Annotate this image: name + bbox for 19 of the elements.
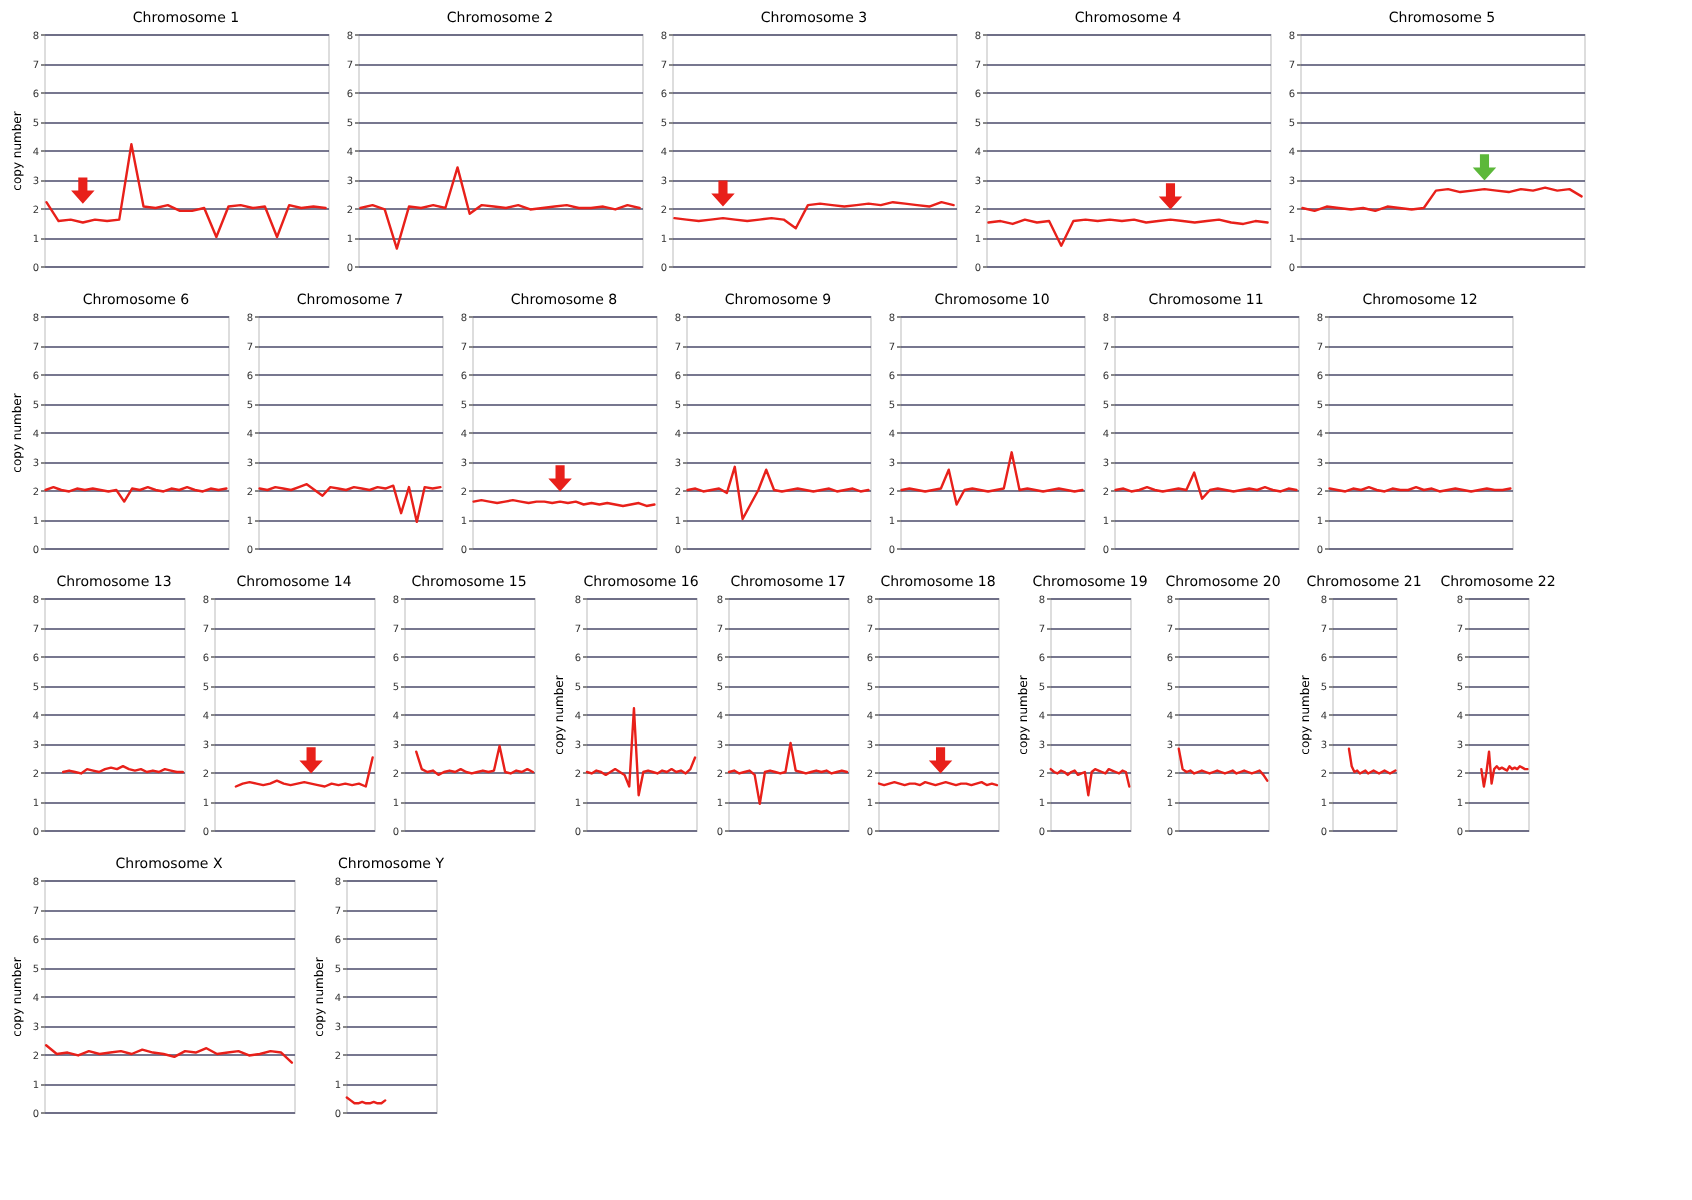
line-series [258, 483, 442, 524]
line-series [44, 1044, 294, 1064]
line-series [234, 756, 374, 788]
line-series [1114, 471, 1298, 500]
line-series [359, 166, 641, 250]
line-series [585, 707, 697, 797]
line-series [987, 218, 1269, 247]
line-series [1301, 186, 1583, 213]
line-series [415, 744, 535, 777]
line-series [1177, 747, 1269, 782]
line-series [900, 451, 1084, 506]
line-series [44, 485, 228, 503]
line-series [673, 201, 955, 230]
line-series [1049, 767, 1131, 797]
line-series [686, 465, 870, 521]
line-series [1347, 747, 1397, 775]
line-series [727, 741, 849, 806]
line-series [45, 143, 327, 239]
line-series [1480, 750, 1529, 788]
